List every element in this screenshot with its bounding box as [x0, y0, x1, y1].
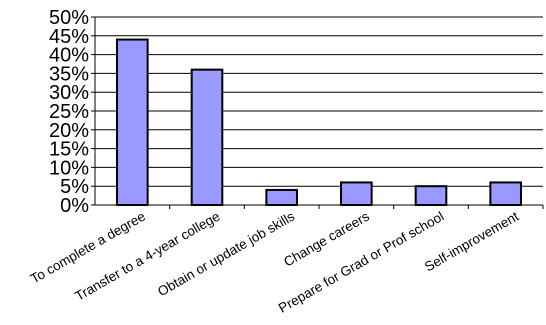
bar: [414, 185, 448, 206]
y-tick-label: 30%: [49, 82, 89, 104]
y-tick-label: 0%: [60, 195, 89, 217]
y-axis-tick-labels: 0%5%10%15%20%25%30%35%40%45%50%: [49, 7, 89, 217]
y-tick-label: 15%: [49, 139, 89, 161]
gridlines: [95, 16, 543, 187]
bar: [265, 188, 298, 207]
y-tick-label: 20%: [49, 120, 89, 142]
x-category-label: Obtain or update job skills: [155, 208, 297, 299]
y-tick-label: 35%: [49, 63, 89, 85]
bar: [340, 181, 373, 207]
bar: [489, 181, 522, 207]
y-tick-label: 5%: [60, 176, 89, 198]
y-tick-label: 40%: [49, 45, 89, 67]
y-tick-label: 50%: [49, 7, 89, 29]
x-category-label: Transfer to a 4-year college: [72, 209, 222, 304]
y-tick-label: 25%: [49, 101, 89, 123]
bars: [116, 38, 522, 207]
bar: [190, 68, 224, 206]
y-tick-label: 45%: [49, 26, 89, 48]
axes: [91, 16, 544, 209]
y-tick-label: 10%: [49, 157, 89, 179]
bar: [116, 38, 149, 207]
